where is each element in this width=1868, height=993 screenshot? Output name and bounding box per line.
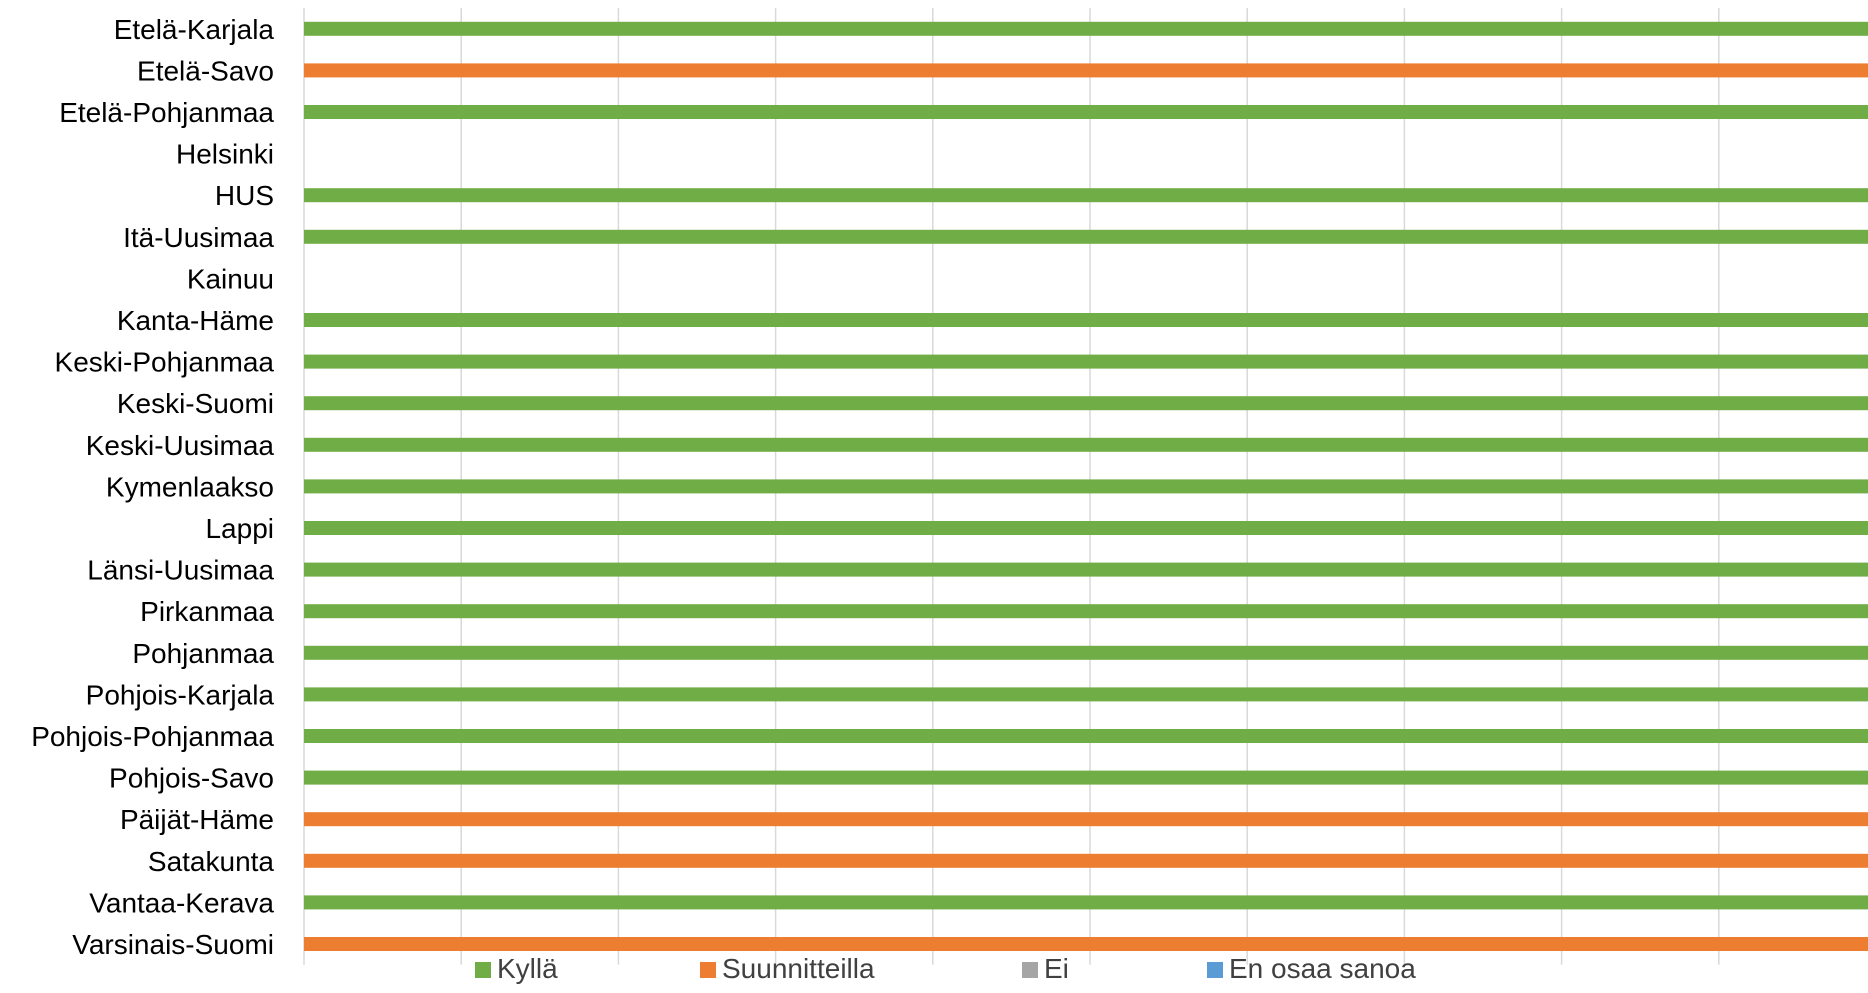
bar-suunnitteilla-20 (304, 812, 1868, 827)
category-label: Itä-Uusimaa (123, 222, 274, 253)
category-labels: Etelä-Karjala Etelä-Savo Etelä-Pohjanmaa He… (31, 14, 274, 960)
category-label: Pohjanmaa (132, 638, 274, 669)
bar-kyllä-6 (304, 229, 1868, 244)
category-label: Pirkanmaa (140, 596, 274, 627)
bar-kyllä-14 (304, 562, 1868, 577)
legend: Kyllä Suunnitteilla Ei En osaa sanoa (475, 953, 1416, 984)
category-label: Kanta-Häme (117, 305, 274, 336)
category-label: Lappi (205, 513, 274, 544)
legend-label: Ei (1044, 953, 1069, 984)
bar-kyllä-12 (304, 479, 1868, 494)
category-label: Kymenlaakso (106, 471, 274, 502)
category-label: Varsinais-Suomi (72, 929, 274, 960)
legend-swatch-en-osaa-sanoa (1207, 962, 1223, 978)
bar-kyllä-17 (304, 687, 1868, 702)
bars (304, 21, 1868, 951)
category-label: Keski-Suomi (117, 388, 274, 419)
category-label: Keski-Uusimaa (86, 430, 275, 461)
bar-kyllä-19 (304, 770, 1868, 785)
bar-kyllä-9 (304, 354, 1868, 369)
category-label: Kainuu (187, 263, 274, 294)
bar-kyllä-10 (304, 396, 1868, 411)
legend-swatch-kyllä (475, 962, 491, 978)
bar-kyllä-13 (304, 521, 1868, 535)
category-label: Helsinki (176, 139, 274, 170)
bar-kyllä-16 (304, 645, 1868, 660)
bar-kyllä-3 (304, 105, 1868, 119)
bar-suunnitteilla-23 (304, 937, 1868, 951)
bar-kyllä-11 (304, 437, 1868, 452)
category-label: Vantaa-Kerava (89, 887, 274, 918)
bar-kyllä-18 (304, 729, 1868, 743)
legend-label: Suunnitteilla (722, 953, 875, 984)
bar-kyllä-8 (304, 313, 1868, 327)
category-label: HUS (215, 180, 274, 211)
category-label: Pohjois-Karjala (86, 679, 275, 710)
legend-label: Kyllä (497, 953, 558, 984)
category-label: Keski-Pohjanmaa (55, 347, 275, 378)
category-label: Pohjois-Pohjanmaa (31, 721, 274, 752)
bar-kyllä-5 (304, 188, 1868, 203)
bar-kyllä-22 (304, 895, 1868, 910)
category-label: Länsi-Uusimaa (87, 555, 274, 586)
legend-swatch-ei (1022, 962, 1038, 978)
category-label: Pohjois-Savo (109, 763, 274, 794)
legend-label: En osaa sanoa (1229, 953, 1416, 984)
category-label: Etelä-Pohjanmaa (59, 97, 274, 128)
bar-kyllä-15 (304, 604, 1868, 619)
category-label: Satakunta (148, 846, 275, 877)
bar-suunnitteilla-2 (304, 63, 1868, 78)
category-label: Etelä-Karjala (114, 14, 275, 45)
bar-kyllä-1 (304, 21, 1868, 36)
bar-suunnitteilla-21 (304, 853, 1868, 868)
category-label: Päijät-Häme (120, 804, 274, 835)
legend-swatch-suunnitteilla (700, 962, 716, 978)
category-label: Etelä-Savo (137, 55, 274, 86)
